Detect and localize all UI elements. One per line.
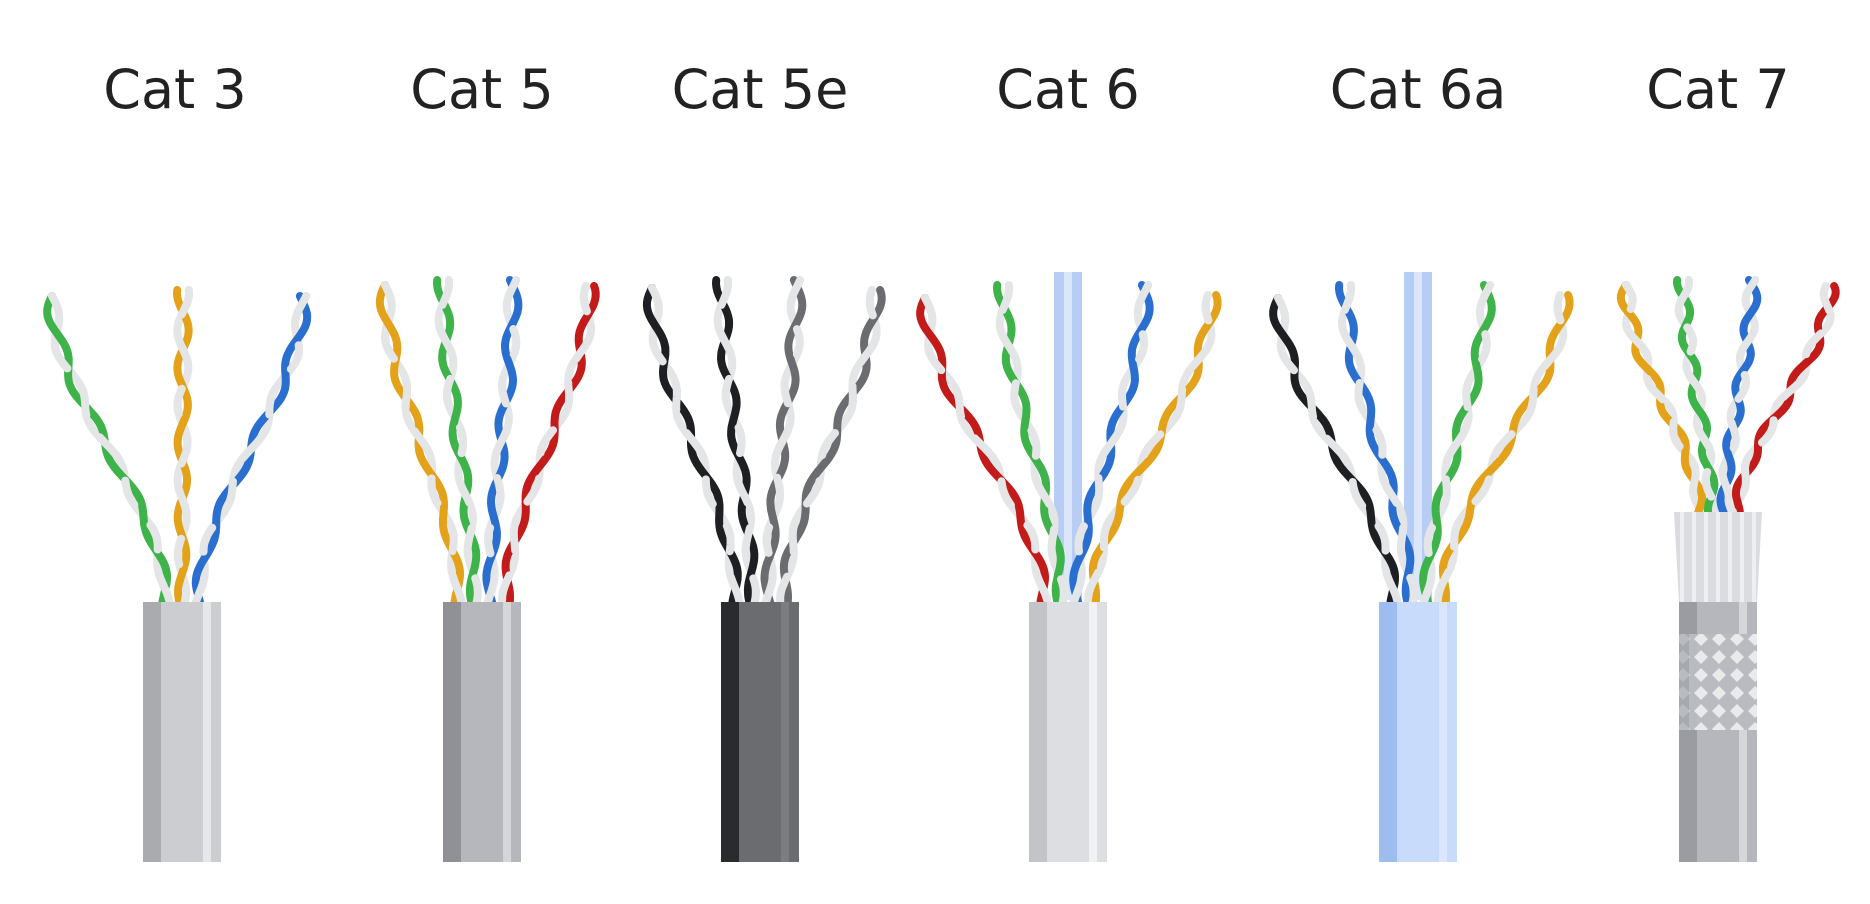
cable-title-cat-7: Cat 7 (1646, 58, 1790, 121)
twisted-pair-cat-3-3 (191, 292, 312, 608)
cable-cat-6a (1269, 272, 1574, 862)
cable-title-cat-5: Cat 5 (410, 58, 554, 121)
cable-title-cat-5e: Cat 5e (672, 58, 849, 121)
cable-title-cat-6a: Cat 6a (1330, 58, 1507, 121)
twisted-pair-cat-6-2 (992, 281, 1068, 608)
twisted-pair-cat-6-4 (1084, 291, 1222, 608)
cable-jacket-cat-5e (721, 602, 799, 862)
cable-cat-7 (1616, 276, 1840, 862)
twisted-pair-cat-5-1 (375, 281, 466, 608)
cable-title-cat-3: Cat 3 (103, 58, 247, 121)
cable-cat-5e (642, 276, 886, 862)
cable-jacket-cat-3 (143, 602, 221, 862)
cable-title-cat-6: Cat 6 (996, 58, 1140, 121)
twisted-pair-cat-5-4 (498, 282, 600, 608)
cable-jacket-cat-6 (1029, 602, 1107, 862)
twisted-pair-cat-5e-1 (642, 284, 744, 608)
cable-jacket-cat-7 (1679, 602, 1757, 862)
twisted-pair-cat-5e-2 (711, 276, 760, 608)
twisted-pair-cat-3-2 (172, 286, 194, 608)
twisted-pair-cat-6a-3 (1419, 281, 1496, 608)
cable-jacket-cat-5 (443, 602, 521, 862)
twisted-pair-cat-5-3 (482, 276, 523, 608)
twisted-pair-cat-6-1 (916, 294, 1052, 608)
twisted-pair-cat-6a-2 (1334, 281, 1418, 608)
foil-shielding (1674, 512, 1762, 602)
cable-cat-5 (375, 276, 600, 862)
twisted-pair-cat-6a-4 (1434, 291, 1574, 608)
cable-cat-3 (43, 286, 312, 862)
twisted-pair-cat-6-3 (1069, 281, 1154, 608)
cable-cat-6 (916, 272, 1222, 862)
twisted-pair-cat-6a-1 (1269, 294, 1402, 608)
twisted-pair-cat-5-2 (432, 276, 482, 608)
twisted-pair-cat-5e-3 (760, 276, 807, 608)
twisted-pair-cat-3-1 (43, 292, 174, 608)
cable-jacket-cat-6a (1379, 602, 1457, 862)
twisted-pair-cat-5e-4 (776, 286, 886, 608)
